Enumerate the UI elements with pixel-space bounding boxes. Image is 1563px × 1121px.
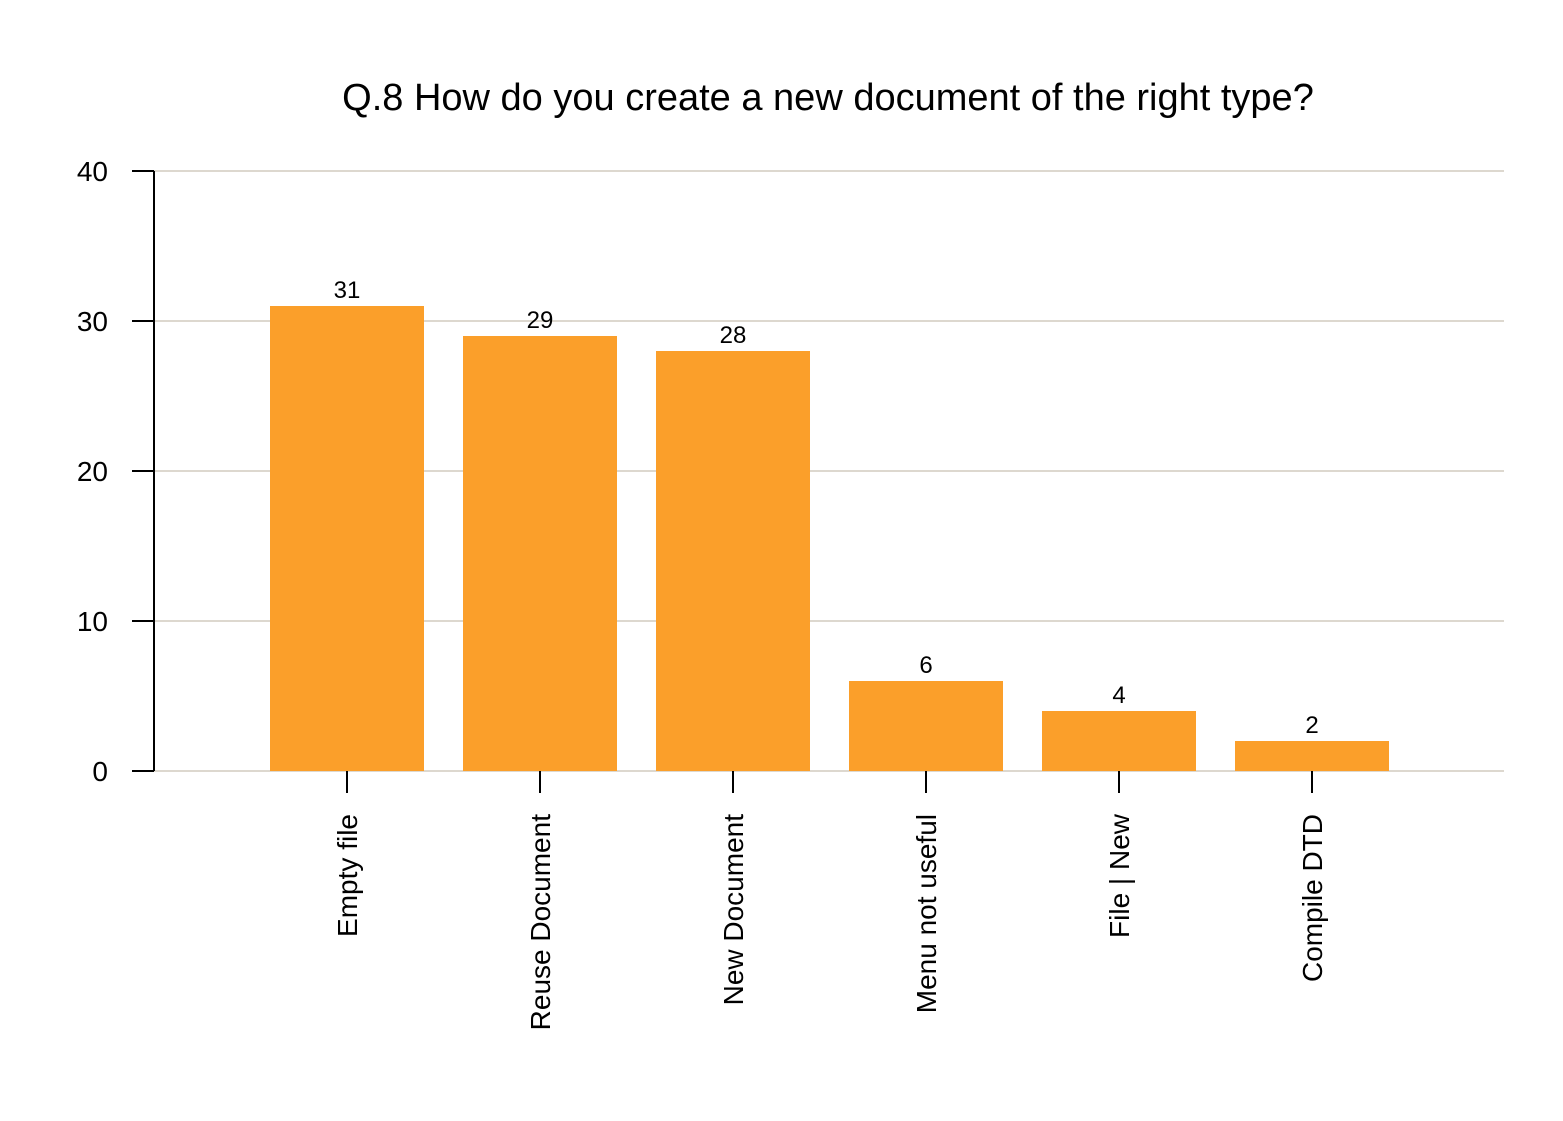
data-label: 31 — [334, 277, 361, 304]
x-tick-label: Compile DTD — [1297, 814, 1328, 982]
data-label: 28 — [720, 322, 747, 349]
x-tick-label: File | New — [1104, 813, 1135, 938]
chart-title: Q.8 How do you create a new document of … — [342, 77, 1314, 119]
y-tick-label: 40 — [77, 156, 108, 187]
y-tick-label: 10 — [77, 606, 108, 637]
x-tick-label: Empty file — [332, 814, 363, 937]
y-tick-label: 0 — [92, 756, 108, 787]
data-labels: 31 29 28 6 4 2 — [334, 277, 1319, 739]
data-label: 2 — [1305, 712, 1318, 739]
x-tick-label: Menu not useful — [911, 814, 942, 1013]
y-tick-label: 20 — [77, 456, 108, 487]
y-tick-label: 30 — [77, 306, 108, 337]
bars — [270, 306, 1389, 771]
bar — [849, 681, 1003, 771]
data-label: 6 — [919, 652, 932, 679]
data-label: 29 — [527, 307, 554, 334]
x-tick-label: New Document — [718, 814, 749, 1006]
y-ticks: 0 10 20 30 40 — [77, 156, 154, 787]
bar — [463, 336, 617, 771]
bar — [270, 306, 424, 771]
x-ticks: Empty file Reuse Document New Document Menu… — [332, 771, 1328, 1030]
bar — [1235, 741, 1389, 771]
bar — [656, 351, 810, 771]
x-tick-label: Reuse Document — [525, 814, 556, 1031]
bar — [1042, 711, 1196, 771]
data-label: 4 — [1112, 682, 1125, 709]
